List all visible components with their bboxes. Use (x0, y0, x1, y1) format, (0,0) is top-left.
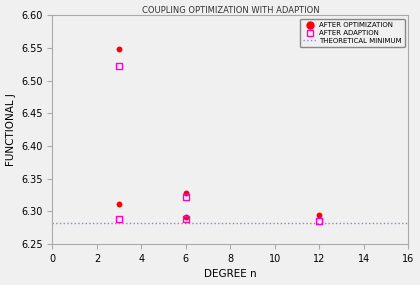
Point (183, 216, 189, 221)
Point (116, 64, 123, 69)
X-axis label: DEGREE n: DEGREE n (204, 269, 257, 280)
Y-axis label: FUNCTIONAL J: FUNCTIONAL J (5, 93, 16, 166)
Point (116, 47, 123, 52)
Legend: AFTER OPTIMIZATION, AFTER ADAPTION, THEORETICAL MINIMUM: AFTER OPTIMIZATION, AFTER ADAPTION, THEO… (300, 19, 405, 47)
Point (316, 218, 323, 223)
Point (316, 212, 323, 217)
Point (183, 191, 189, 196)
Point (116, 201, 123, 206)
Point (183, 214, 189, 219)
Title: COUPLING OPTIMIZATION WITH ADAPTION: COUPLING OPTIMIZATION WITH ADAPTION (142, 5, 319, 15)
Point (383, 22, 389, 26)
Point (116, 217, 123, 222)
Point (183, 195, 189, 200)
